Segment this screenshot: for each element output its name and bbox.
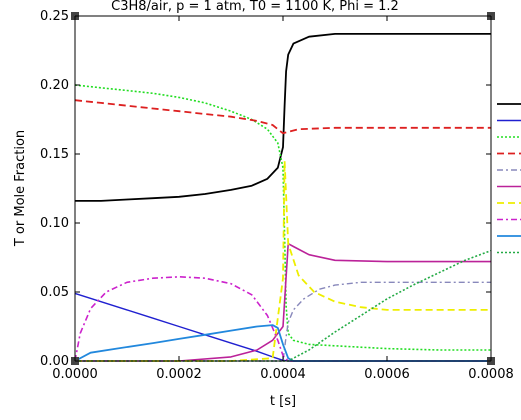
x-tick-label: 0.0000 [52,367,98,382]
series-line-7 [75,160,491,362]
series-line-3 [74,84,491,351]
y-tick-label: 0.15 [40,147,69,162]
series-line-8 [74,276,491,362]
series-line-5 [75,281,491,362]
series-line-6 [75,242,491,362]
y-tick-label: 0.25 [40,9,69,24]
legend [497,103,521,254]
series-line-9 [74,324,491,362]
y-axis-ticks: 0.00 0.05 0.10 0.15 0.20 0.25 [40,9,491,369]
y-tick-label: 0.05 [40,285,69,300]
series-layer [74,33,492,362]
y-tick-label: 0.00 [40,354,69,369]
y-axis-label: T or Mole Fraction [13,130,28,247]
x-tick-label: 0.0006 [364,367,410,382]
y-tick-label: 0.20 [40,78,69,93]
series-line-4 [74,99,491,135]
chart-title: C3H8/air, p = 1 atm, T0 = 1100 K, Phi = … [111,0,399,14]
x-tick-label: 0.0002 [156,367,202,382]
x-tick-label: 0.0008 [468,367,514,382]
x-tick-label: 0.0004 [260,367,306,382]
series-line-1 [75,33,491,202]
x-axis-label: t [s] [270,394,296,409]
x-axis-ticks: 0.0000 0.0002 0.0004 0.0006 0.0008 [52,16,514,382]
y-tick-label: 0.10 [40,216,69,231]
